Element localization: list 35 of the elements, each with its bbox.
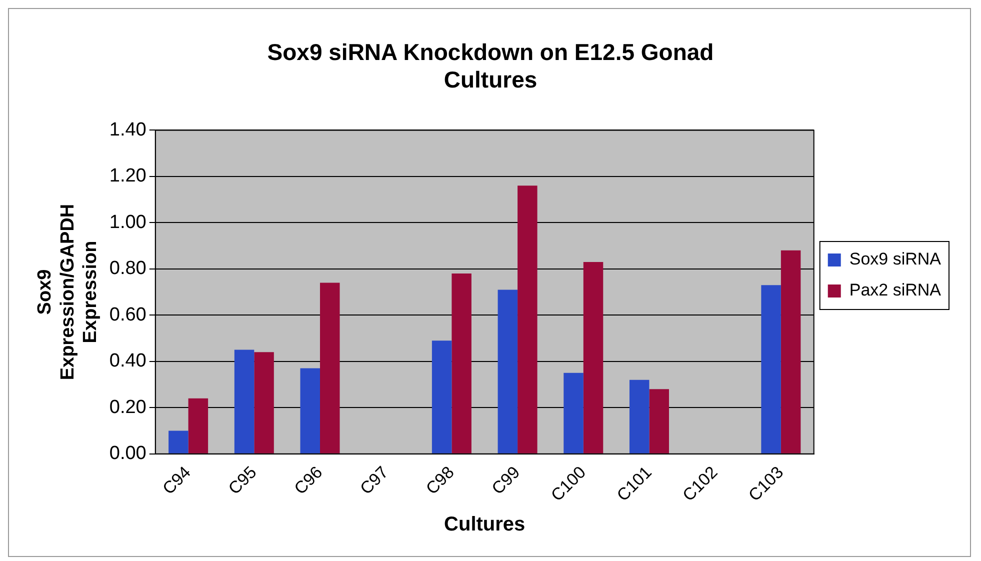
bar [452,274,472,454]
x-tick-label: C95 [224,462,260,498]
bar [168,430,188,454]
y-tick-label: 0.40 [109,350,146,372]
y-axis-title: Sox9 Expression/GAPDH Expression [34,204,102,380]
bar [780,250,801,454]
x-tick-label: C97 [356,462,392,498]
bar [583,262,604,454]
bar [649,389,669,454]
x-tick-label: C99 [488,462,524,498]
bar [320,282,340,454]
legend-label: Pax2 siRNA [849,280,942,300]
x-tick-label: C94 [158,462,194,498]
chart-title: Sox9 siRNA Knockdown on E12.5 Gonad Cultures [267,39,714,93]
bar [254,352,274,454]
x-tick-label: C96 [290,462,326,498]
y-tick-label: 1.40 [109,119,146,140]
y-tick-label: 0.80 [109,258,146,280]
y-tick-label: 1.00 [109,212,146,233]
bar [629,380,650,454]
bar [498,290,518,454]
bar [564,372,584,454]
x-axis-title: Cultures [444,514,526,536]
bar [518,186,538,454]
legend-label: Sox9 siRNA [849,250,942,269]
bar [188,398,208,454]
bar [300,368,320,454]
bar [761,285,781,454]
bar [234,350,254,454]
y-tick-label: 0.00 [109,443,146,464]
y-tick-label: 1.20 [109,166,146,187]
y-tick-label: 0.20 [109,396,146,418]
y-tick-label: 0.60 [109,304,146,326]
x-tick-label: C98 [422,462,458,498]
bar [432,340,452,454]
